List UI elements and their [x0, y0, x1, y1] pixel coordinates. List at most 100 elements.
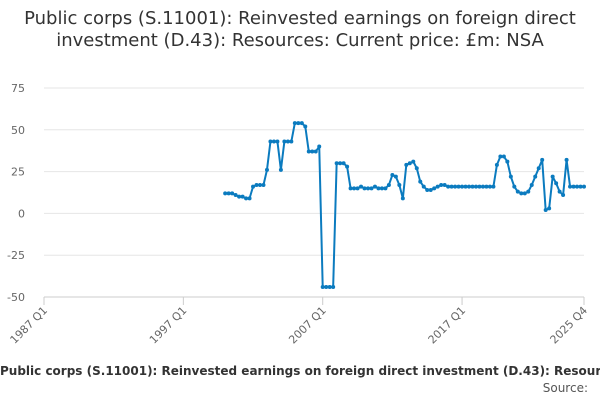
data-point[interactable]	[261, 182, 266, 187]
data-point[interactable]	[362, 186, 367, 191]
data-point[interactable]	[331, 284, 336, 289]
data-point[interactable]	[390, 172, 395, 177]
data-point[interactable]	[432, 186, 437, 191]
data-point[interactable]	[334, 161, 339, 166]
data-point[interactable]	[536, 166, 541, 171]
data-point[interactable]	[400, 196, 405, 201]
data-point[interactable]	[494, 162, 499, 167]
data-point[interactable]	[313, 149, 318, 154]
data-point[interactable]	[575, 184, 580, 189]
data-point[interactable]	[467, 184, 472, 189]
data-point[interactable]	[418, 179, 423, 184]
data-point[interactable]	[446, 184, 451, 189]
data-point[interactable]	[515, 189, 520, 194]
data-point[interactable]	[449, 184, 454, 189]
data-point[interactable]	[397, 182, 402, 187]
data-point[interactable]	[233, 193, 238, 198]
data-point[interactable]	[512, 184, 517, 189]
data-point[interactable]	[421, 184, 426, 189]
data-point[interactable]	[247, 196, 252, 201]
data-point[interactable]	[268, 139, 273, 144]
data-point[interactable]	[456, 184, 461, 189]
data-point[interactable]	[498, 154, 503, 159]
data-point[interactable]	[554, 181, 559, 186]
data-point[interactable]	[324, 284, 329, 289]
data-point[interactable]	[491, 184, 496, 189]
data-point[interactable]	[244, 196, 249, 201]
data-point[interactable]	[561, 193, 566, 198]
data-point[interactable]	[237, 194, 242, 199]
data-point[interactable]	[369, 186, 374, 191]
data-point[interactable]	[258, 182, 262, 187]
data-point[interactable]	[352, 186, 357, 191]
data-point[interactable]	[477, 184, 482, 189]
data-point[interactable]	[411, 159, 416, 164]
data-point[interactable]	[526, 189, 531, 194]
data-point[interactable]	[435, 184, 440, 189]
data-point[interactable]	[341, 161, 346, 166]
data-point[interactable]	[306, 149, 311, 154]
series-line-path[interactable]	[225, 122, 584, 288]
data-point[interactable]	[359, 184, 364, 189]
data-point[interactable]	[296, 121, 301, 126]
data-point[interactable]	[550, 174, 555, 179]
data-point[interactable]	[226, 191, 231, 196]
data-point[interactable]	[540, 157, 545, 162]
data-point[interactable]	[547, 206, 552, 211]
data-point[interactable]	[463, 184, 468, 189]
data-point[interactable]	[240, 194, 245, 199]
data-point[interactable]	[278, 167, 283, 172]
data-point[interactable]	[407, 161, 412, 166]
data-point[interactable]	[487, 184, 492, 189]
data-point[interactable]	[348, 186, 353, 191]
data-point[interactable]	[404, 162, 409, 167]
data-point[interactable]	[264, 167, 269, 172]
data-point[interactable]	[299, 121, 304, 126]
data-point[interactable]	[439, 182, 444, 187]
data-point[interactable]	[529, 182, 534, 187]
data-point[interactable]	[474, 184, 478, 189]
data-point[interactable]	[557, 189, 562, 194]
data-point[interactable]	[303, 124, 308, 129]
data-point[interactable]	[289, 139, 294, 144]
data-point[interactable]	[379, 186, 384, 191]
data-point[interactable]	[310, 149, 315, 154]
data-point[interactable]	[522, 191, 527, 196]
data-point[interactable]	[376, 186, 381, 191]
data-point[interactable]	[223, 191, 228, 196]
data-point[interactable]	[251, 184, 256, 189]
data-point[interactable]	[508, 174, 513, 179]
data-point[interactable]	[480, 184, 485, 189]
data-point[interactable]	[355, 186, 360, 191]
data-point[interactable]	[505, 159, 510, 164]
data-point[interactable]	[460, 184, 465, 189]
data-point[interactable]	[501, 154, 506, 159]
data-point[interactable]	[568, 184, 573, 189]
data-point[interactable]	[571, 184, 576, 189]
data-point[interactable]	[327, 284, 332, 289]
data-point[interactable]	[372, 184, 377, 189]
data-point[interactable]	[320, 284, 325, 289]
data-point[interactable]	[383, 186, 388, 191]
data-point[interactable]	[564, 157, 569, 162]
data-point[interactable]	[543, 208, 548, 213]
data-point[interactable]	[470, 184, 475, 189]
data-point[interactable]	[271, 139, 276, 144]
data-point[interactable]	[254, 182, 259, 187]
data-point[interactable]	[386, 182, 391, 187]
series-line[interactable]	[223, 121, 586, 289]
data-point[interactable]	[282, 139, 287, 144]
data-point[interactable]	[292, 121, 297, 126]
data-point[interactable]	[230, 191, 235, 196]
data-point[interactable]	[366, 186, 370, 191]
data-point[interactable]	[338, 161, 343, 166]
data-point[interactable]	[285, 139, 290, 144]
data-point[interactable]	[317, 144, 322, 149]
data-point[interactable]	[582, 184, 586, 189]
data-point[interactable]	[414, 166, 419, 171]
data-point[interactable]	[533, 174, 538, 179]
data-point[interactable]	[519, 191, 524, 196]
data-point[interactable]	[393, 174, 398, 179]
data-point[interactable]	[428, 187, 433, 192]
data-point[interactable]	[484, 184, 489, 189]
